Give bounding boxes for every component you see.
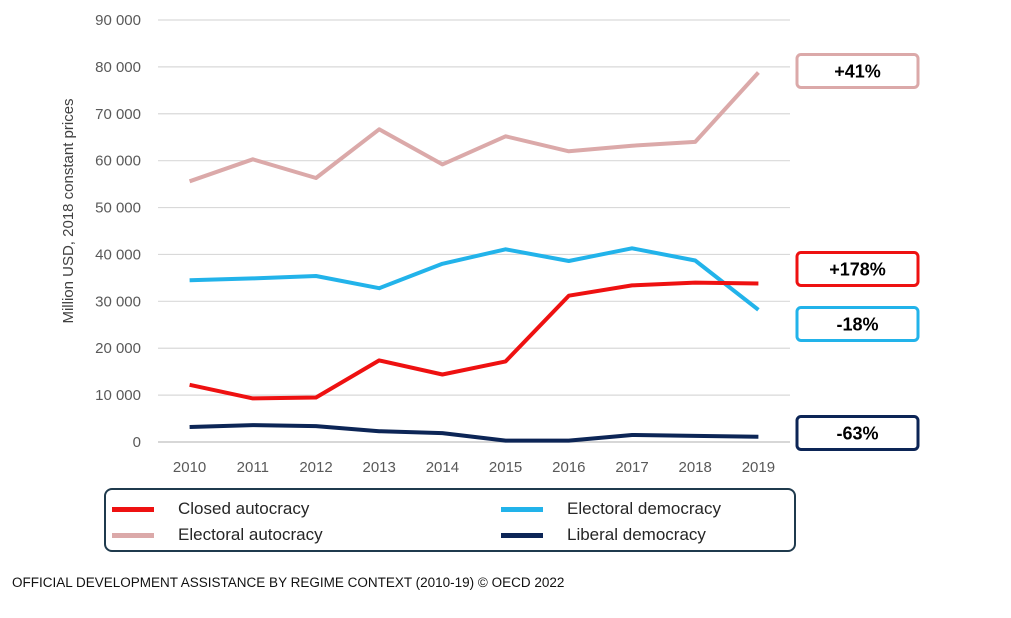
y-axis-label: Million USD, 2018 constant prices bbox=[60, 98, 77, 323]
series-lines bbox=[188, 71, 760, 443]
legend-swatch bbox=[112, 532, 154, 538]
change-badge-liberal-democracy: -63% bbox=[795, 415, 920, 451]
change-badges: +178% +41% -18% -63% bbox=[795, 53, 920, 451]
badge-box bbox=[795, 251, 920, 287]
badge-label: +178% bbox=[829, 260, 886, 280]
y-tick-label: 90 000 bbox=[95, 12, 141, 29]
legend-label: Electoral autocracy bbox=[178, 525, 323, 544]
x-tick-label: 2015 bbox=[489, 459, 522, 476]
y-tick-label: 70 000 bbox=[95, 106, 141, 123]
legend-item-electoral-autocracy: Electoral autocracy bbox=[112, 524, 323, 546]
x-tick-label: 2014 bbox=[426, 459, 459, 476]
legend-swatch bbox=[501, 506, 543, 512]
x-tick-label: 2017 bbox=[615, 459, 648, 476]
change-badge-electoral-autocracy: +41% bbox=[795, 53, 920, 89]
legend-label: Liberal democracy bbox=[567, 525, 706, 544]
y-tick-label: 80 000 bbox=[95, 59, 141, 76]
badge-box bbox=[795, 306, 920, 342]
legend-item-liberal-democracy: Liberal democracy bbox=[501, 524, 706, 546]
x-tick-label: 2018 bbox=[679, 459, 712, 476]
figure-caption: OFFICIAL DEVELOPMENT ASSISTANCE BY REGIM… bbox=[12, 575, 565, 590]
series-line-liberal-democracy bbox=[189, 423, 759, 443]
x-tick-label: 2012 bbox=[299, 459, 332, 476]
series-line-electoral-democracy bbox=[189, 246, 760, 312]
legend-item-electoral-democracy: Electoral democracy bbox=[501, 498, 721, 520]
y-tick-label: 10 000 bbox=[95, 387, 141, 404]
x-tick-label: 2013 bbox=[363, 459, 396, 476]
legend-label: Electoral democracy bbox=[567, 499, 722, 518]
legend-label: Closed autocracy bbox=[178, 499, 310, 518]
x-tick-label: 2016 bbox=[552, 459, 585, 476]
y-tick-label: 40 000 bbox=[95, 246, 141, 263]
badge-label: -63% bbox=[836, 424, 878, 444]
y-tick-label: 50 000 bbox=[95, 200, 141, 217]
x-tick-label: 2010 bbox=[173, 459, 206, 476]
y-tick-label: 0 bbox=[133, 434, 141, 451]
x-tick-label: 2019 bbox=[742, 459, 775, 476]
series-line-electoral-autocracy bbox=[188, 71, 760, 184]
badge-box bbox=[795, 415, 920, 451]
change-badge-electoral-democracy: -18% bbox=[795, 306, 920, 342]
y-tick-label: 60 000 bbox=[95, 153, 141, 170]
legend-swatch bbox=[501, 532, 543, 538]
badge-label: +41% bbox=[834, 62, 881, 82]
series-line-closed-autocracy bbox=[189, 280, 759, 401]
y-axis-ticks: 0 10 000 20 000 30 000 40 000 50 000 60 000 70 … bbox=[95, 12, 141, 451]
legend: Closed autocracy Electoral democracy Ele… bbox=[104, 488, 796, 552]
badge-label: -18% bbox=[836, 315, 878, 335]
gridlines bbox=[158, 19, 790, 443]
legend-swatch bbox=[112, 506, 154, 512]
legend-item-closed-autocracy: Closed autocracy bbox=[112, 498, 309, 520]
x-tick-label: 2011 bbox=[237, 459, 269, 476]
change-badge-closed-autocracy: +178% bbox=[795, 251, 920, 287]
y-tick-label: 30 000 bbox=[95, 293, 141, 310]
x-axis-ticks: 2010 2011 2012 2013 2014 2015 2016 2017 2018 2019 bbox=[173, 459, 775, 476]
y-tick-label: 20 000 bbox=[95, 340, 141, 357]
badge-box bbox=[795, 53, 920, 89]
